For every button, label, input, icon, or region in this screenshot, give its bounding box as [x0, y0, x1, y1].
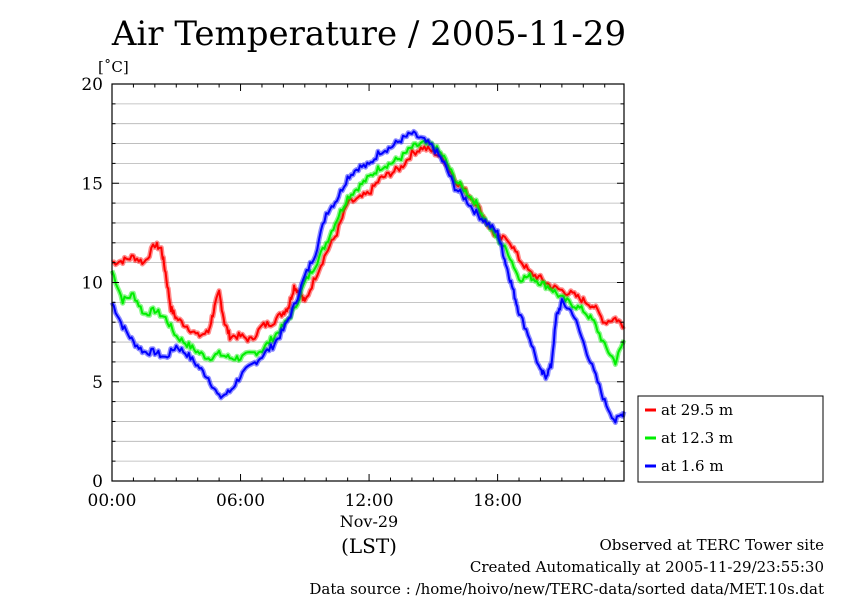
legend-box — [637, 395, 824, 483]
y-tick-label: 0 — [92, 472, 103, 492]
y-tick-label: 15 — [81, 174, 103, 194]
axis-ticks — [111, 83, 624, 482]
series-line-1 — [111, 140, 625, 366]
legend-label: at 1.6 m — [661, 457, 724, 475]
series-line-2 — [111, 130, 625, 424]
legend-label: at 12.3 m — [661, 429, 733, 447]
legend-label: at 29.5 m — [661, 401, 733, 419]
x-tick-labels: 00:00 06:00 12:00 18:00 — [88, 491, 523, 511]
y-tick-label: 20 — [81, 75, 103, 95]
y-tick-label: 10 — [81, 274, 103, 294]
x-tick-label: 12:00 — [345, 491, 394, 511]
series-group — [109, 128, 627, 425]
date-label: Nov-29 — [340, 512, 398, 531]
y-axis-label: [˚C] — [98, 58, 129, 76]
footer-source: Data source : /home/hoivo/new/TERC-data/… — [309, 580, 824, 598]
series-line-0 — [111, 145, 625, 343]
y-tick-label: 5 — [92, 373, 103, 393]
x-axis-label: (LST) — [341, 534, 397, 558]
legend: at 29.5 m at 12.3 m at 1.6 m — [637, 395, 824, 483]
x-tick-label: 00:00 — [88, 491, 137, 511]
grid-lines — [112, 103, 624, 462]
y-tick-labels: 0 5 10 15 20 — [81, 75, 103, 492]
x-tick-label: 18:00 — [473, 491, 522, 511]
footer-created: Created Automatically at 2005-11-29/23:5… — [469, 558, 824, 576]
footer-site: Observed at TERC Tower site — [599, 536, 824, 554]
chart-title: Air Temperature / 2005-11-29 — [111, 14, 627, 54]
x-tick-label: 06:00 — [216, 491, 265, 511]
